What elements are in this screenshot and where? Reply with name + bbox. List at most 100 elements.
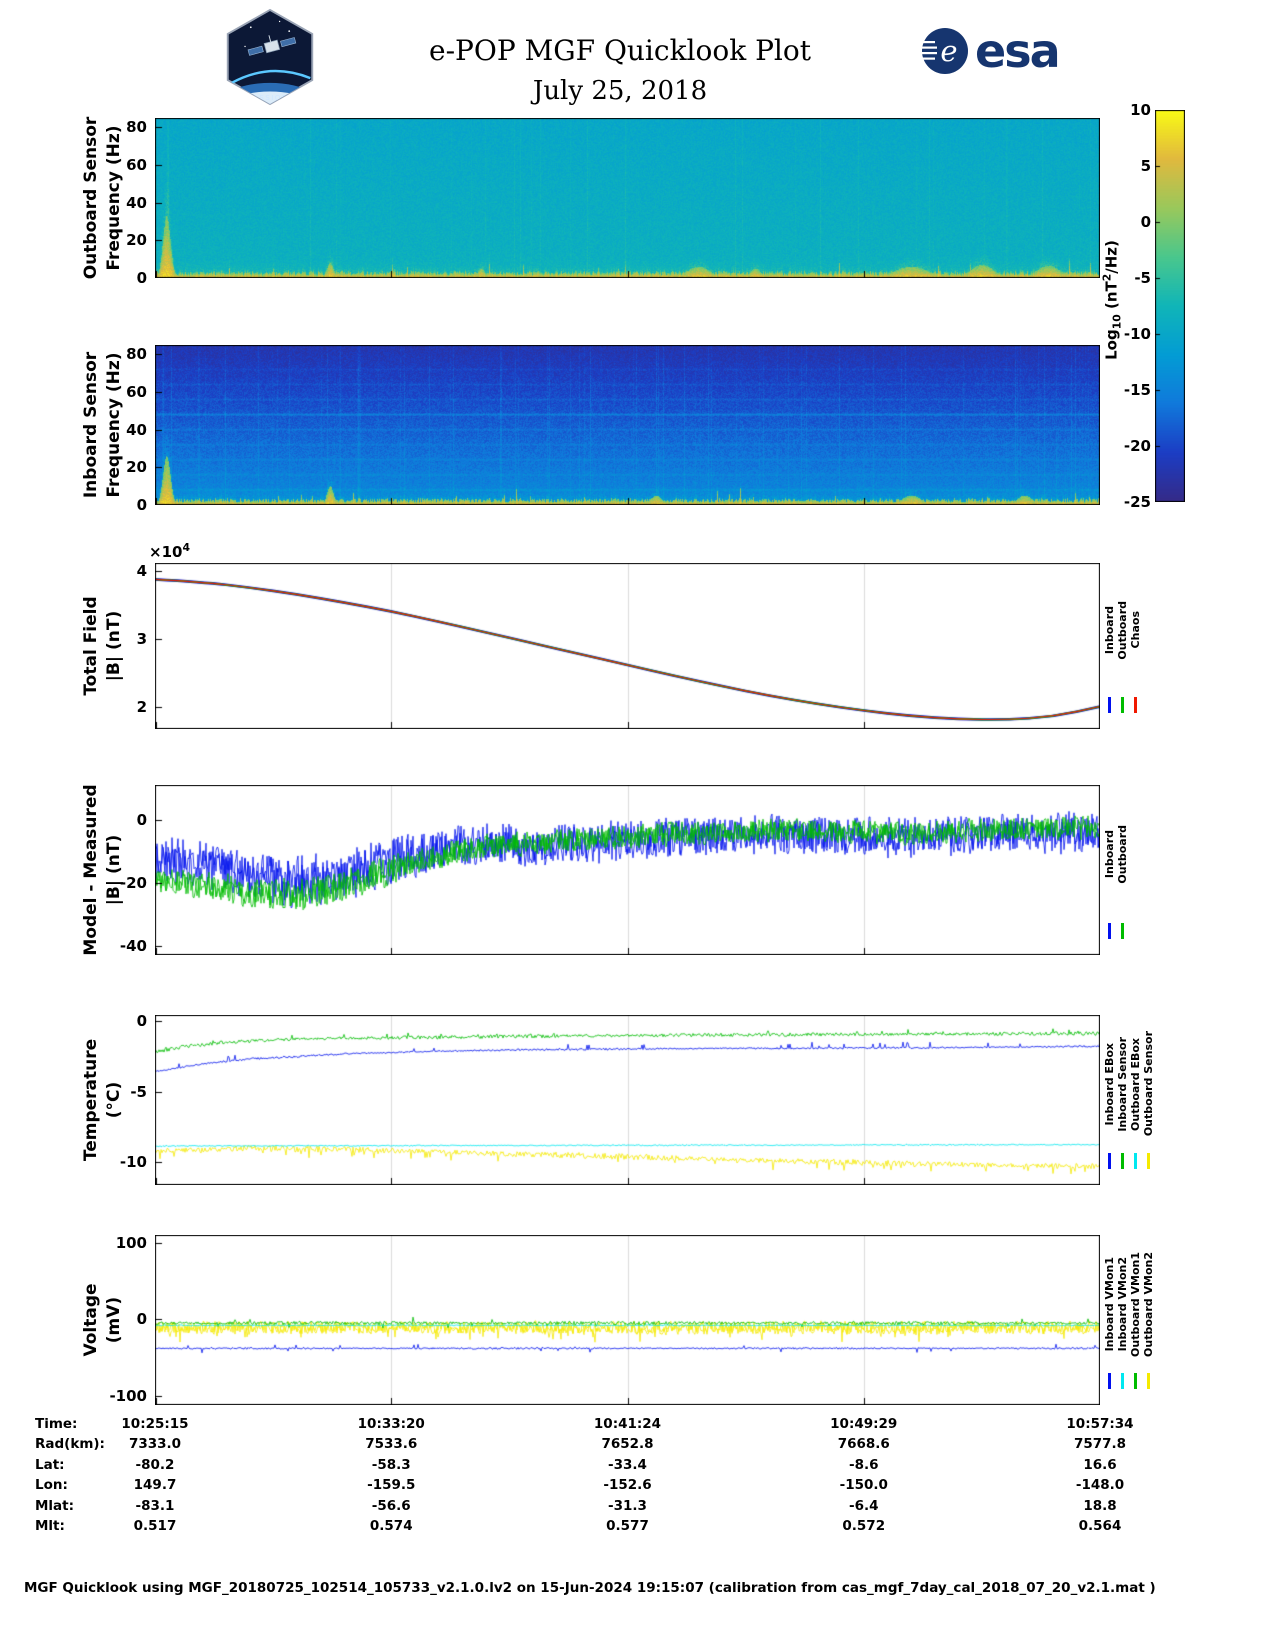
- legend-marker: [1121, 923, 1124, 939]
- colorbar: [1155, 110, 1185, 502]
- colorbar-tick-label: 0: [1140, 213, 1151, 231]
- outboard-spectrogram-ytick-label: 60: [126, 156, 147, 175]
- table-cell: 10:25:15: [121, 1416, 189, 1432]
- table-row-label: Rad(km):: [35, 1436, 105, 1453]
- temperature-legend-entry: Outboard EBox: [1129, 1015, 1142, 1185]
- voltage-legend-entry: Outboard VMon1: [1129, 1235, 1142, 1405]
- table-cell: -56.6: [371, 1497, 411, 1514]
- table-cell: 0.517: [133, 1518, 177, 1534]
- legend-marker: [1108, 1373, 1111, 1389]
- table-cell: 0.564: [1078, 1518, 1122, 1534]
- total-field-ytick-label: 2: [136, 698, 147, 717]
- colorbar-tick-label: -5: [1134, 269, 1151, 287]
- outboard-spectrogram-ytick-label: 0: [136, 269, 147, 287]
- legend-label: Chaos: [1129, 611, 1142, 649]
- temperature-plot: [155, 1015, 1100, 1185]
- table-cell: 10:33:20: [357, 1416, 425, 1432]
- voltage-ytick-label: 0: [136, 1310, 147, 1329]
- legend-label: Inboard: [1103, 829, 1116, 879]
- temperature-ytick-label: 0: [136, 1011, 147, 1030]
- table-row-label: Lat:: [35, 1456, 65, 1473]
- table-cell: -150.0: [839, 1477, 888, 1494]
- table-cell: -58.3: [371, 1456, 411, 1473]
- total-field-legend: Inboard Outboard Chaos: [1103, 563, 1142, 729]
- model-minus-measured-ytick-label: -20: [119, 873, 147, 892]
- table-cell: 0.572: [842, 1518, 886, 1534]
- table-cell: 10:57:34: [1066, 1416, 1134, 1432]
- colorbar-tick-label: -25: [1123, 493, 1151, 511]
- legend-marker: [1134, 1373, 1137, 1389]
- table-row-label: Lon:: [35, 1477, 68, 1494]
- table-cell: -148.0: [1075, 1477, 1125, 1494]
- inboard-spectrogram-ytick-label: 80: [126, 345, 147, 364]
- legend-label: Inboard Sensor: [1116, 1036, 1129, 1132]
- figure-title: e-POP MGF Quicklook Plot: [429, 34, 811, 67]
- table-cell: -83.1: [135, 1497, 175, 1514]
- table-cell: 0.577: [606, 1518, 649, 1534]
- temperature-legend-entry: Outboard Sensor: [1142, 1015, 1155, 1185]
- table-row-label: Mlat:: [35, 1497, 75, 1514]
- legend-label: Inboard VMon2: [1116, 1256, 1129, 1352]
- inboard-spectrogram-ytick-label: 0: [136, 496, 147, 514]
- model-minus-measured-plot: [155, 785, 1100, 955]
- total-field-legend-entry: Outboard: [1116, 563, 1129, 729]
- legend-label: Outboard VMon2: [1142, 1251, 1155, 1357]
- legend-marker: [1134, 697, 1137, 713]
- table-row-label: Mlt:: [35, 1518, 65, 1534]
- table-cell: 0.574: [369, 1518, 413, 1534]
- outboard-spectrogram-ytick-label: 40: [126, 193, 147, 212]
- table-cell: 7333.0: [128, 1436, 182, 1453]
- total-field-ytick-label: 3: [136, 630, 147, 649]
- legend-label: Outboard VMon1: [1129, 1251, 1142, 1357]
- voltage-plot: [155, 1235, 1100, 1405]
- table-cell: 18.8: [1083, 1497, 1117, 1514]
- table-cell: 7577.8: [1073, 1436, 1127, 1453]
- legend-label: Outboard: [1116, 824, 1129, 884]
- outboard-spectrogram-plot: [155, 118, 1100, 278]
- colorbar-tick-label: -20: [1123, 437, 1151, 455]
- legend-label: Inboard VMon1: [1103, 1256, 1116, 1352]
- total-field-plot: [155, 563, 1100, 729]
- inboard-spectrogram-plot: [155, 345, 1100, 505]
- table-cell: -6.4: [848, 1497, 879, 1514]
- table-cell: -152.6: [603, 1477, 652, 1494]
- legend-marker: [1134, 1153, 1137, 1169]
- outboard-spectrogram-ytick-label: 80: [126, 118, 147, 137]
- legend-marker: [1108, 1153, 1111, 1169]
- outboard-spectrogram-ytick-label: 20: [126, 231, 147, 250]
- table-cell: 10:49:29: [830, 1416, 898, 1432]
- inboard-spectrogram-ytick-label: 20: [126, 458, 147, 477]
- svg-text:e: e: [940, 34, 957, 68]
- figure-date: July 25, 2018: [532, 76, 708, 106]
- colorbar-tick-label: 5: [1140, 157, 1151, 175]
- table-cell: 149.7: [133, 1477, 177, 1494]
- table-cell: -159.5: [367, 1477, 416, 1494]
- model-minus-measured-legend: Inboard Outboard: [1103, 785, 1129, 955]
- exponent-label: ×104: [149, 541, 190, 561]
- colorbar-tick-label: 10: [1130, 101, 1151, 119]
- total-field-ytick-label: 4: [136, 562, 147, 581]
- temperature-legend-entry: Inboard EBox: [1103, 1015, 1116, 1185]
- legend-label: Inboard EBox: [1103, 1042, 1116, 1126]
- table-cell: 7652.8: [601, 1436, 654, 1453]
- voltage-legend-entry: Inboard VMon2: [1116, 1235, 1129, 1405]
- inboard-spectrogram-ytick-label: 60: [126, 383, 147, 402]
- voltage-legend-entry: Outboard VMon2: [1142, 1235, 1155, 1405]
- total-field-legend-entry: Chaos: [1129, 563, 1142, 729]
- table-cell: -8.6: [848, 1456, 879, 1473]
- cassiope-mission-patch-logo: CASSIOPE: [226, 8, 314, 106]
- table-cell: 7533.6: [365, 1436, 418, 1453]
- voltage-ytick-label: 100: [115, 1233, 147, 1252]
- legend-marker: [1121, 1373, 1124, 1389]
- footer-note: MGF Quicklook using MGF_20180725_102514_…: [24, 1580, 1156, 1596]
- esa-emblem-icon: e: [920, 28, 968, 74]
- colorbar-tick-label: -15: [1123, 381, 1151, 399]
- table-cell: -31.3: [608, 1497, 647, 1514]
- table-cell: 10:41:24: [593, 1416, 662, 1432]
- legend-marker: [1121, 1153, 1124, 1169]
- legend-marker: [1147, 1153, 1150, 1169]
- legend-label: Inboard: [1103, 605, 1116, 655]
- model-minus-measured-legend-entry: Outboard: [1116, 785, 1129, 955]
- table-row-label: Time:: [35, 1416, 78, 1432]
- voltage-legend-entry: Inboard VMon1: [1103, 1235, 1116, 1405]
